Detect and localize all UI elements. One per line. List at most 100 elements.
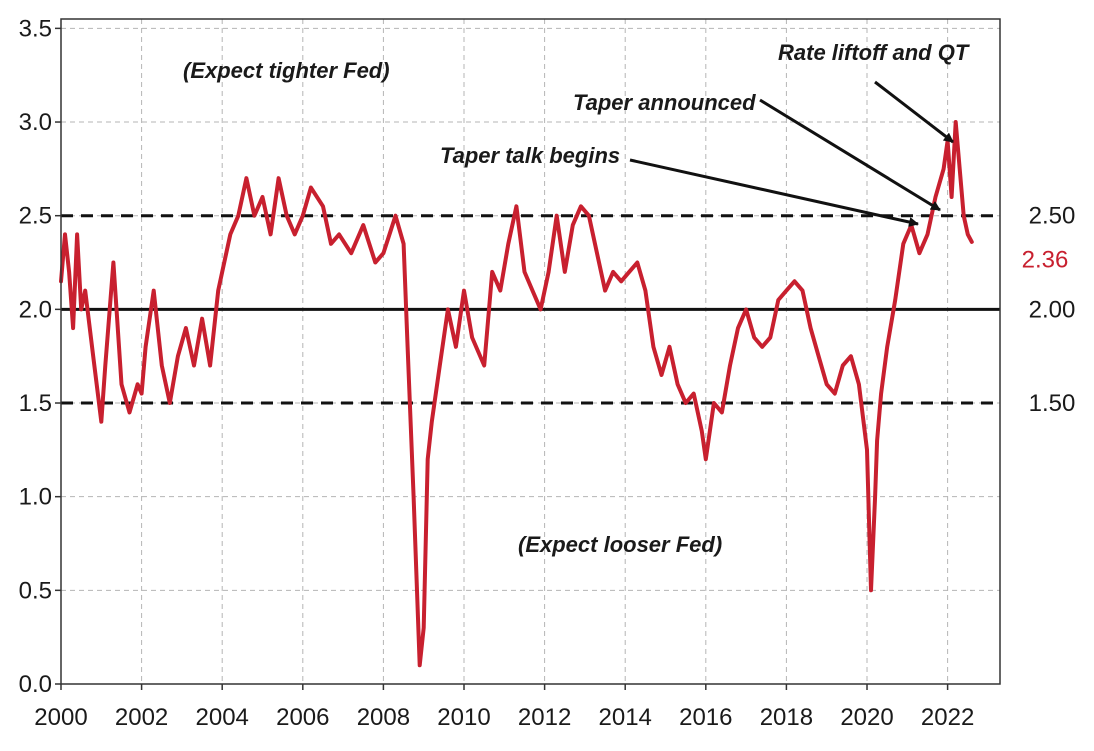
data-point (768, 336, 772, 339)
series (59, 120, 974, 668)
latest-value-label: 2.36 (1022, 247, 1069, 274)
data-point (301, 214, 305, 218)
data-point (676, 382, 680, 386)
data-point (454, 345, 458, 349)
data-point (962, 214, 966, 218)
data-point (563, 270, 567, 274)
data-point (111, 261, 115, 264)
arrow-rate-liftoff (874, 80, 954, 144)
data-point (75, 232, 79, 236)
data-point (793, 279, 796, 283)
data-point (539, 307, 543, 311)
data-point (660, 373, 663, 377)
data-point (571, 223, 575, 227)
data-point (954, 120, 958, 124)
data-point (152, 289, 156, 293)
data-point (252, 214, 256, 218)
arrow-taper-announced (759, 98, 941, 212)
data-point (430, 420, 434, 424)
data-point (244, 176, 248, 180)
x-tick-label: 2006 (276, 704, 329, 731)
data-point (99, 420, 103, 424)
annotation-taper-talk: Taper talk begins (440, 143, 620, 168)
data-point (514, 204, 518, 208)
data-point (402, 242, 406, 246)
data-point (611, 270, 615, 274)
data-point (926, 232, 929, 236)
data-point (498, 289, 502, 293)
data-point (394, 214, 397, 218)
data-point (277, 176, 281, 180)
data-point (269, 232, 273, 236)
data-point (651, 345, 655, 349)
data-point (875, 439, 879, 442)
data-point (833, 392, 837, 396)
data-point (817, 354, 821, 358)
x-tick-label: 2016 (679, 704, 732, 731)
arrow-taper-talk (629, 158, 919, 227)
annotation-expect-looser: (Expect looser Fed) (518, 532, 722, 557)
data-point (438, 364, 442, 367)
data-point (373, 261, 377, 264)
data-point (841, 364, 845, 367)
y-tick-label: 2.0 (19, 296, 52, 323)
x-tick-label: 2004 (196, 704, 249, 731)
data-point (470, 336, 474, 339)
data-point (79, 307, 83, 311)
data-point (873, 495, 877, 499)
data-point (684, 401, 688, 405)
plot-frame (60, 18, 1001, 685)
data-point (668, 345, 671, 349)
annotation-expect-tighter: (Expect tighter Fed) (183, 58, 390, 83)
annotation-taper-announced: Taper announced (573, 90, 756, 115)
data-point (71, 326, 75, 330)
data-point (809, 326, 813, 330)
data-point (704, 457, 708, 461)
data-point (776, 298, 780, 302)
data-point (801, 289, 804, 293)
data-point (200, 317, 204, 321)
data-point (192, 364, 196, 367)
data-point (418, 663, 422, 667)
x-tick-label: 2022 (921, 704, 974, 731)
data-point (422, 626, 426, 630)
data-point (555, 214, 559, 218)
data-point (216, 289, 220, 293)
data-point (321, 204, 325, 208)
data-point (426, 457, 430, 461)
data-point (482, 364, 486, 367)
reference-labels: 2.50 2.00 1.50 2.36 (1022, 203, 1076, 417)
data-point (692, 392, 696, 396)
x-tick-label: 2002 (115, 704, 168, 731)
y-tick-label: 2.5 (19, 203, 52, 230)
data-point (293, 232, 297, 236)
data-point (220, 270, 224, 274)
data-point (506, 242, 510, 246)
x-tick-label: 2012 (518, 704, 571, 731)
data-point (579, 204, 583, 208)
data-point (176, 354, 180, 358)
reference-label: 1.50 (1029, 390, 1076, 417)
y-tick-label: 1.0 (19, 484, 52, 511)
data-point (160, 364, 164, 367)
y-tick-label: 3.0 (19, 109, 52, 136)
data-point (381, 251, 385, 255)
data-point (603, 289, 607, 293)
x-tick-label: 2000 (34, 704, 87, 731)
data-point (879, 392, 883, 396)
data-point (970, 240, 974, 244)
x-tick-label: 2008 (357, 704, 410, 731)
data-point (893, 298, 897, 302)
data-point (700, 429, 704, 433)
x-tick-label: 2014 (599, 704, 652, 731)
data-point (950, 195, 954, 199)
data-point (309, 186, 313, 190)
data-point (752, 336, 756, 339)
data-point (849, 354, 853, 358)
data-point (208, 364, 212, 367)
reference-label: 2.50 (1029, 203, 1076, 230)
data-point (168, 401, 172, 405)
data-point (144, 345, 148, 349)
data-point (885, 345, 889, 349)
